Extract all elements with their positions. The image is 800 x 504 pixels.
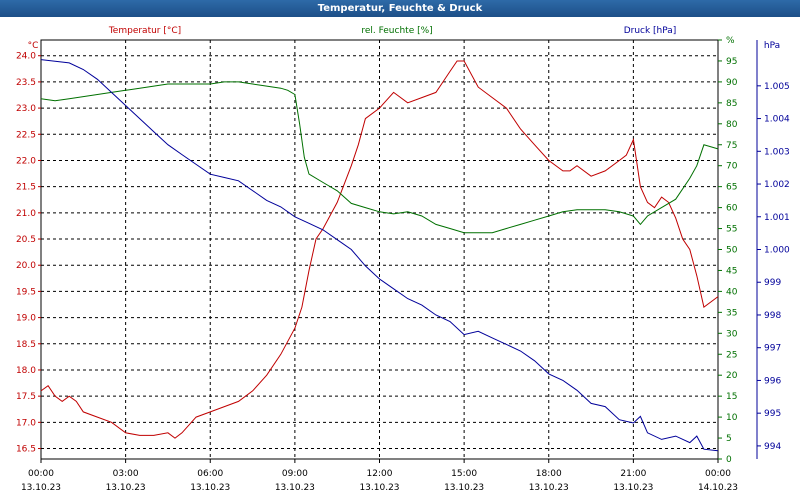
pres-tick-label: 1.003 — [764, 147, 790, 157]
pres-tick-label: 994 — [764, 442, 781, 452]
x-tick-label-time: 00:00 — [28, 469, 54, 479]
temp-tick-label: 21.5 — [16, 183, 36, 193]
temp-axis-label: Temperatur [°C] — [108, 26, 181, 36]
temp-tick-label: 24.0 — [16, 52, 36, 62]
temp-tick-label: 18.0 — [16, 366, 36, 376]
x-tick-label-time: 21:00 — [620, 469, 646, 479]
x-tick-label-time: 15:00 — [451, 469, 477, 479]
x-tick-label-time: 09:00 — [282, 469, 308, 479]
temp-tick-label: 19.5 — [16, 287, 36, 297]
pres-axis-unit: hPa — [764, 41, 780, 51]
hum-tick-label: 80 — [726, 120, 738, 130]
hum-tick-label: 20 — [726, 371, 738, 381]
pres-tick-label: 1.004 — [764, 115, 790, 125]
hum-tick-label: 95 — [726, 57, 737, 67]
x-tick-label-date: 14.10.23 — [698, 483, 738, 493]
hum-axis-label: rel. Feuchte [%] — [361, 26, 432, 36]
hum-tick-label: 85 — [726, 99, 737, 109]
x-tick-label-date: 13.10.23 — [275, 483, 315, 493]
hum-tick-label: 30 — [726, 329, 738, 339]
temp-tick-label: 17.5 — [16, 392, 36, 402]
hum-tick-label: 70 — [726, 162, 738, 172]
hum-tick-label: 25 — [726, 350, 737, 360]
pres-axis-label: Druck [hPa] — [624, 26, 677, 36]
hum-tick-label: 0 — [726, 455, 732, 465]
series-line-humidity — [40, 81, 719, 234]
window-title: Temperatur, Feuchte & Druck — [0, 0, 800, 17]
temp-tick-label: 23.0 — [16, 104, 36, 114]
hum-tick-label: 50 — [726, 246, 738, 256]
x-tick-label-time: 06:00 — [197, 469, 223, 479]
x-tick-label-time: 18:00 — [536, 469, 562, 479]
hum-tick-label: 10 — [726, 413, 738, 423]
x-tick-label-date: 13.10.23 — [359, 483, 399, 493]
temp-tick-label: 20.0 — [16, 261, 36, 271]
temp-tick-label: 22.0 — [16, 156, 36, 166]
temp-tick-label: 19.0 — [16, 314, 36, 324]
x-tick-label-time: 03:00 — [113, 469, 139, 479]
temp-tick-label: 17.0 — [16, 418, 36, 428]
x-tick-label-date: 13.10.23 — [613, 483, 653, 493]
hum-tick-label: 65 — [726, 183, 737, 193]
series-line-pressure — [40, 59, 719, 452]
temp-tick-label: 23.5 — [16, 78, 36, 88]
hum-tick-label: 60 — [726, 204, 738, 214]
x-tick-label-date: 13.10.23 — [444, 483, 484, 493]
x-tick-label-date: 13.10.23 — [190, 483, 230, 493]
hum-tick-label: 15 — [726, 392, 737, 402]
pres-tick-label: 996 — [764, 376, 781, 386]
hum-tick-label: 40 — [726, 287, 738, 297]
hum-tick-label: 45 — [726, 266, 737, 276]
temp-tick-label: 18.5 — [16, 340, 36, 350]
x-tick-label-date: 13.10.23 — [529, 483, 569, 493]
temp-tick-label: 20.5 — [16, 235, 36, 245]
temp-tick-label: 22.5 — [16, 130, 36, 140]
pres-tick-label: 1.002 — [764, 180, 790, 190]
pres-tick-label: 1.005 — [764, 82, 790, 92]
pres-tick-label: 998 — [764, 311, 781, 321]
hum-tick-label: 90 — [726, 78, 738, 88]
hum-tick-label: 5 — [726, 434, 732, 444]
hum-tick-label: 55 — [726, 225, 737, 235]
hum-tick-label: 35 — [726, 308, 737, 318]
x-tick-label-date: 13.10.23 — [106, 483, 146, 493]
temp-tick-label: 16.5 — [16, 445, 36, 455]
pres-tick-label: 1.000 — [764, 246, 790, 256]
climate-chart: 00:00 13.10.23 03:00 13.10.23 06:00 13.10.23 0… — [16, 26, 790, 493]
temp-axis-unit: °C — [28, 41, 39, 51]
x-tick-label-time: 12:00 — [367, 469, 393, 479]
pres-tick-label: 997 — [764, 344, 781, 354]
hum-tick-label: 75 — [726, 141, 737, 151]
x-tick-label-time: 00:00 — [705, 469, 731, 479]
pres-tick-label: 995 — [764, 409, 781, 419]
hum-tick-label: % — [726, 36, 735, 46]
series-line-temperature — [40, 60, 719, 439]
pres-tick-label: 1.001 — [764, 213, 790, 223]
temp-tick-label: 21.0 — [16, 209, 36, 219]
chart-area: 00:00 13.10.23 03:00 13.10.23 06:00 13.10.23 0… — [0, 17, 800, 500]
x-tick-label-date: 13.10.23 — [21, 483, 61, 493]
pres-tick-label: 999 — [764, 278, 781, 288]
